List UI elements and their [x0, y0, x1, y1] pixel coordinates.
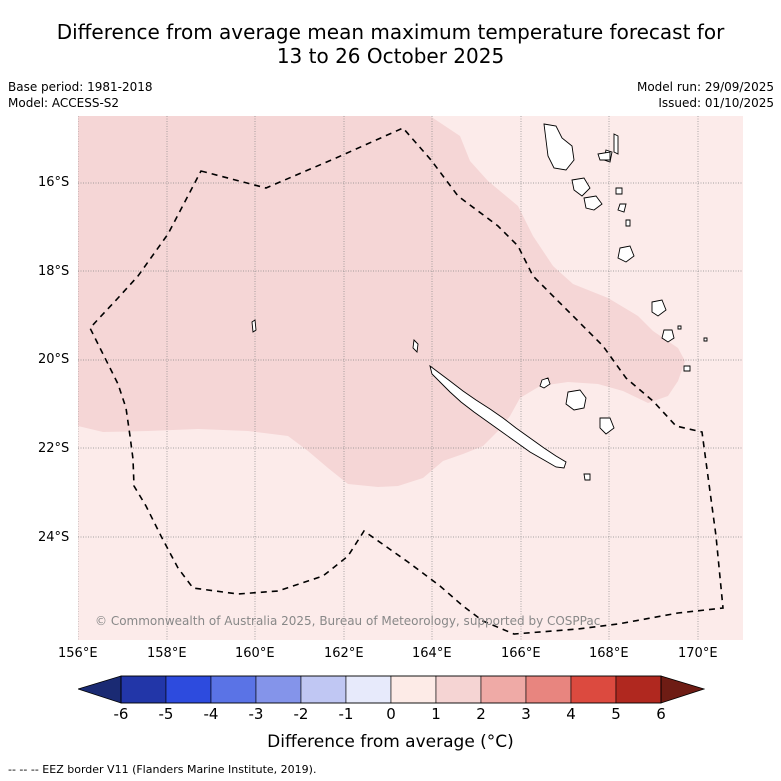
colorbar-tick-label: -3 — [248, 705, 264, 723]
colorbar-tick-label: 2 — [476, 705, 486, 723]
forecast-map — [78, 116, 743, 640]
lon-label-168e: 168°E — [589, 646, 629, 661]
ouvea — [539, 377, 551, 389]
isle-of-pines — [583, 473, 591, 481]
belep-islands — [412, 339, 419, 353]
colorbar-bin — [300, 675, 347, 704]
graticule — [78, 116, 743, 640]
colorbar-bin — [390, 675, 437, 704]
efate — [583, 195, 603, 211]
colorbar-tick-label: 4 — [566, 705, 576, 723]
colorbar-tick-label: 3 — [521, 705, 531, 723]
colorbar-tick-label: -1 — [338, 705, 354, 723]
eez-border — [89, 127, 724, 635]
eez-legend-note: -- -- -- EEZ border V11 (Flanders Marine… — [8, 763, 317, 776]
lon-label-156e: 156°E — [58, 646, 98, 661]
colorbar-title: Difference from average (°C) — [267, 732, 514, 752]
ambrym — [597, 151, 611, 161]
colorbar-tick-label: -6 — [113, 705, 129, 723]
lon-label-162e: 162°E — [324, 646, 364, 661]
title-line-2: 13 to 26 October 2025 — [276, 44, 505, 68]
chesterfield-islets — [251, 319, 257, 333]
lon-label-158e: 158°E — [147, 646, 187, 661]
colorbar-bin — [345, 675, 392, 704]
mare — [599, 417, 615, 435]
erromango — [617, 245, 635, 263]
new-caledonia — [429, 364, 567, 469]
coastlines — [251, 123, 708, 481]
colorbar-bins — [120, 675, 662, 704]
colorbar-bin — [255, 675, 302, 704]
epi-shepherds — [615, 187, 631, 227]
lifou — [565, 389, 587, 411]
lat-label-22s: 22°S — [38, 441, 70, 456]
lon-label-164e: 164°E — [412, 646, 452, 661]
colorbar-tick-label: 5 — [611, 705, 621, 723]
colorbar-tick-label: 1 — [431, 705, 441, 723]
base-period: Base period: 1981-2018 — [8, 80, 153, 94]
colorbar-bin — [570, 675, 617, 704]
lat-label-20s: 20°S — [38, 352, 70, 367]
lon-label-170e: 170°E — [678, 646, 718, 661]
malekula — [571, 177, 591, 197]
model-name: Model: ACCESS-S2 — [8, 96, 120, 110]
colorbar-tick-label: 6 — [656, 705, 666, 723]
colorbar-bin — [165, 675, 212, 704]
colorbar-tick-label: -2 — [293, 705, 309, 723]
colorbar-tick-label: 0 — [386, 705, 396, 723]
espiritu-santo — [543, 123, 575, 171]
anomaly-1-2-region — [78, 116, 685, 487]
small-islet-1 — [703, 337, 708, 342]
copyright-notice: © Commonwealth of Australia 2025, Bureau… — [95, 614, 601, 628]
issued-date: Issued: 01/10/2025 — [658, 96, 774, 110]
hunter-island — [677, 325, 682, 330]
lat-label-18s: 18°S — [38, 264, 70, 279]
model-run: Model run: 29/09/2025 — [636, 80, 774, 94]
colorbar-high-extend — [660, 675, 705, 704]
colorbar-bin — [210, 675, 257, 704]
colorbar-tick-label: -4 — [203, 705, 219, 723]
colorbar-outline — [120, 675, 662, 704]
matthew-island — [683, 365, 691, 372]
colorbar-bin — [480, 675, 527, 704]
colorbar-bin — [120, 675, 167, 704]
lon-label-166e: 166°E — [501, 646, 541, 661]
colorbar-bin — [615, 675, 662, 704]
colorbar-bin — [435, 675, 482, 704]
colorbar-bin — [525, 675, 572, 704]
colorbar — [78, 675, 705, 704]
lon-label-160e: 160°E — [235, 646, 275, 661]
colorbar-tick-label: -5 — [158, 705, 174, 723]
tanna — [651, 299, 667, 317]
lat-label-16s: 16°S — [38, 175, 70, 190]
lat-label-24s: 24°S — [38, 530, 70, 545]
colorbar-low-extend — [78, 675, 122, 704]
title-line-1: Difference from average mean maximum tem… — [56, 20, 725, 44]
aneityum — [661, 329, 675, 343]
